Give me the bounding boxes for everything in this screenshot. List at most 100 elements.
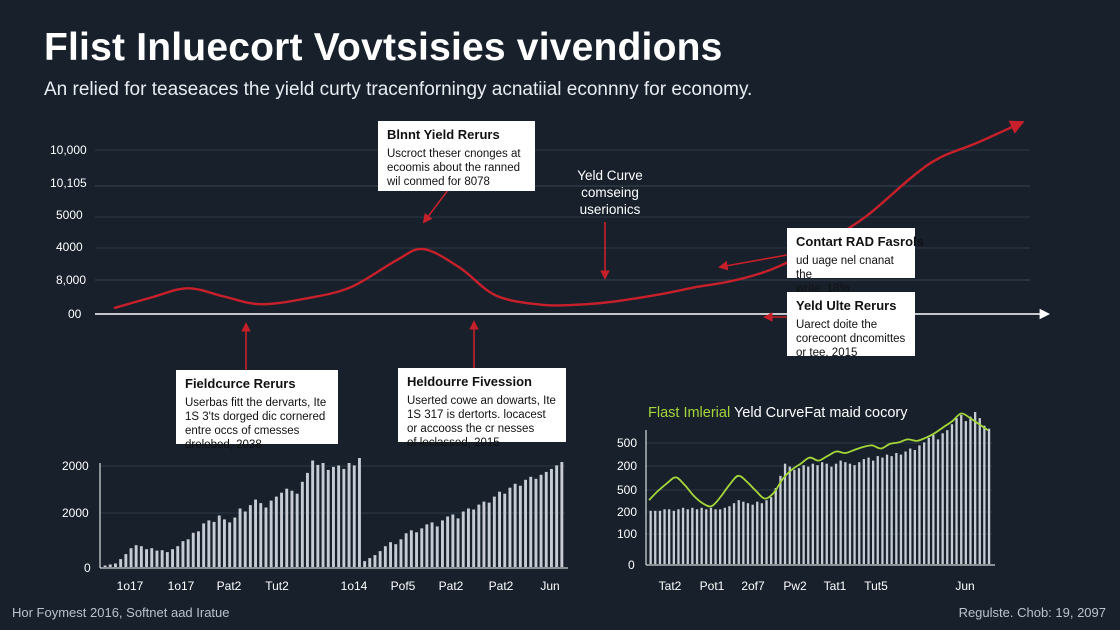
bl-bar (368, 558, 372, 567)
bl-bar (207, 520, 211, 567)
bl-bar (337, 465, 341, 567)
bl-bar (409, 530, 413, 567)
footer-left: Hor Foymest 2016, Softnet aad Iratue (12, 605, 230, 620)
br-x-tick: Tut5 (864, 579, 888, 593)
right-callout-2: Yeld Ulte Rerurs Uarect doite the coreco… (787, 292, 915, 359)
bl-bar (508, 487, 512, 567)
bottom-left-chart: 2000 2000 0 1o17 1o17 Pat2 Tut2 1o14 Pof5 Pat2… (62, 458, 568, 593)
br-y-tick: 0 (628, 558, 635, 572)
main-y-tick: 10,105 (50, 176, 87, 190)
right-callout-1-body: ud uage nel cnanat the write: 18% (796, 255, 894, 295)
bl-x-tick: 1o17 (168, 579, 195, 593)
bl-bar (212, 521, 216, 567)
main-y-ticks: 10,000 10,105 5000 4000 8,000 00 (50, 143, 87, 321)
br-bar (941, 433, 944, 564)
br-chart-title-part1: Flast Imlerial (648, 405, 731, 421)
br-bar (774, 488, 777, 564)
bl-bar (103, 565, 107, 567)
br-highlight-line (648, 412, 989, 508)
bl-bar (513, 483, 517, 567)
br-bar (844, 462, 847, 564)
br-bar (927, 437, 930, 564)
br-bar (770, 497, 773, 564)
br-chart-title: Flast Imlerial Yeld CurveFat maid cocory (648, 405, 908, 421)
bl-bar (363, 561, 367, 567)
br-bar (983, 425, 986, 564)
br-bar (728, 506, 731, 564)
br-bar (848, 463, 852, 564)
bl-bar (492, 496, 496, 567)
br-bar (969, 416, 972, 564)
bl-bar (119, 559, 123, 567)
bl-bar (197, 531, 200, 567)
bl-bar (550, 468, 553, 567)
br-bar (821, 462, 824, 564)
bl-y-tick: 2000 (62, 506, 89, 520)
bl-bar (300, 481, 304, 567)
left-callout: Fieldcurce Rerurs Userbas fitt the derva… (176, 370, 338, 451)
bl-bar (160, 550, 164, 567)
bl-x-tick: Jun (540, 579, 559, 593)
bl-bar (451, 514, 455, 567)
bl-bar (456, 518, 460, 567)
bl-bar (534, 478, 538, 567)
bl-bar (243, 511, 247, 567)
main-y-tick: 8,000 (56, 273, 86, 287)
page-subtitle: An relied for teaseaces the yield curty … (44, 79, 753, 100)
br-bar (746, 503, 750, 564)
right-callout-2-body: Uarect doite the corecoont dncomittes or… (796, 319, 906, 359)
bl-bar (482, 501, 486, 567)
top-callout-body: Uscroct theser cnonges at ecoomis about … (387, 148, 521, 188)
bl-bar (228, 522, 232, 567)
bl-bar (269, 500, 273, 567)
bl-bar (342, 468, 346, 567)
bl-bar (358, 458, 361, 567)
bl-bar (124, 554, 128, 567)
bl-x-tick: 1o14 (341, 579, 368, 593)
br-bar (830, 466, 833, 564)
top-box-arrow (422, 189, 449, 224)
br-x-tick: Pot1 (700, 579, 725, 593)
bl-bar (477, 504, 481, 567)
br-bar (950, 424, 954, 564)
br-bar (719, 509, 722, 564)
left-callout-body: Userbas fitt the dervarts, Ite 1S 3'ts d… (185, 397, 327, 451)
br-bar (723, 507, 726, 564)
left-callout-heading: Fieldcurce Rerurs (185, 376, 296, 391)
br-bar (964, 421, 967, 564)
br-bar (756, 501, 759, 564)
bl-bar (404, 533, 408, 567)
br-bar (751, 504, 754, 564)
br-bar (853, 465, 856, 564)
br-bar (890, 456, 893, 564)
br-bar (974, 412, 977, 564)
bl-bar (461, 511, 465, 567)
bl-x-tick: Pat2 (489, 579, 514, 593)
br-bar (872, 460, 875, 564)
bl-bar (306, 472, 309, 567)
br-bar (681, 507, 685, 564)
br-x-tick: Jun (955, 579, 974, 593)
bl-bar (321, 463, 325, 567)
bl-bar (290, 490, 294, 567)
bl-bar (295, 493, 299, 567)
br-bar (658, 510, 662, 564)
br-bar (779, 475, 782, 564)
annotation-arrows (241, 189, 788, 370)
br-bar (955, 418, 958, 564)
bl-bar (498, 491, 501, 567)
br-bar (899, 454, 903, 564)
bl-bar (373, 555, 377, 567)
mid-callout: Heldourre Fivession Userted cowe an dowa… (398, 368, 566, 449)
br-bar (802, 465, 805, 564)
br-chart-title-part2: Yeld CurveFat maid cocory (730, 405, 908, 421)
br-bar (825, 463, 828, 564)
bl-bar (238, 508, 242, 567)
bl-bar (280, 492, 283, 567)
right-box-1-arrow (718, 254, 788, 271)
bl-x-tick: Pof5 (391, 579, 416, 593)
br-bar (834, 463, 838, 564)
mid-callout-heading: Heldourre Fivession (407, 374, 532, 389)
br-bar (686, 509, 689, 564)
bl-bar (233, 517, 237, 567)
